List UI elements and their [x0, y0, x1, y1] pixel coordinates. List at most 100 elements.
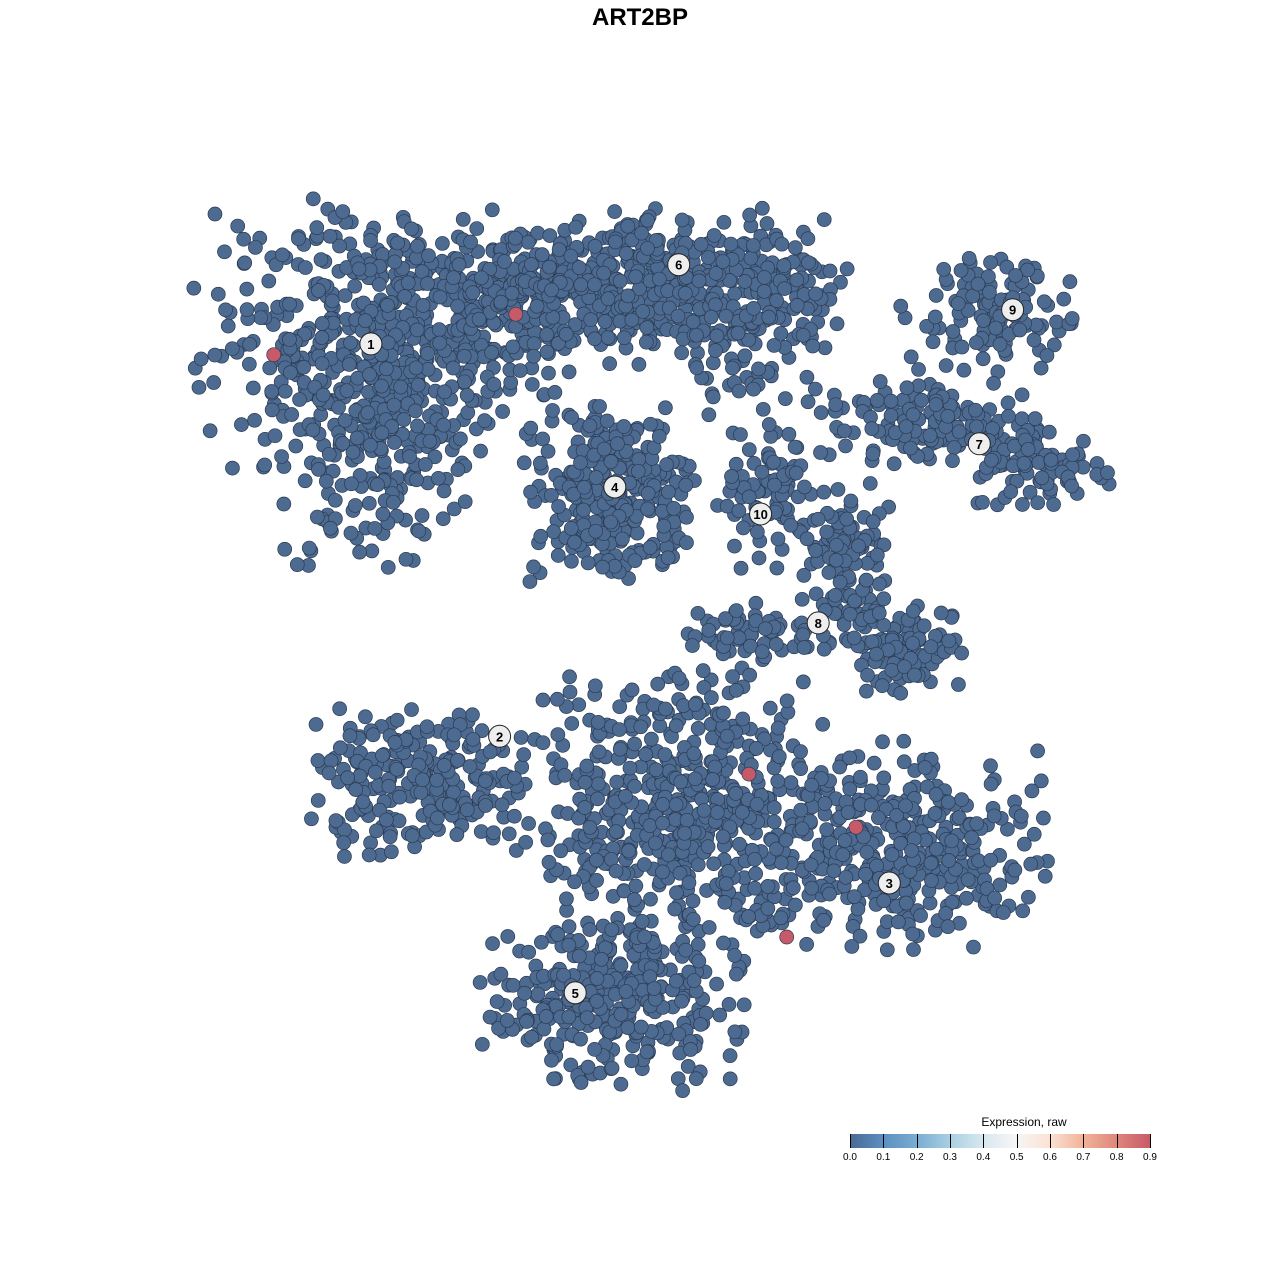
data-point: [805, 338, 821, 354]
data-point: [722, 1071, 738, 1087]
data-point: [310, 793, 326, 808]
data-point: [546, 524, 561, 540]
data-point: [793, 744, 808, 759]
data-point: [685, 893, 701, 909]
data-point: [922, 428, 938, 443]
data-point: [571, 697, 587, 713]
data-point: [690, 857, 706, 873]
data-point: [608, 234, 623, 250]
cluster-label: 1: [359, 332, 383, 356]
data-point: [402, 449, 417, 464]
data-point: [1016, 836, 1032, 852]
data-point: [893, 298, 909, 314]
data-point: [984, 452, 999, 468]
data-point: [640, 486, 656, 501]
data-point: [335, 436, 351, 451]
data-point: [838, 438, 853, 454]
data-point: [905, 635, 921, 651]
data-point: [969, 816, 985, 831]
data-point: [387, 254, 403, 270]
legend-tick: [850, 1134, 851, 1148]
data-point: [277, 541, 293, 557]
data-point: [673, 774, 689, 790]
data-point: [865, 446, 881, 462]
data-point: [389, 761, 405, 777]
data-point: [642, 540, 658, 555]
data-point: [561, 1009, 577, 1025]
data-point: [659, 457, 674, 473]
data-point: [644, 731, 659, 747]
expressed-data-point: [741, 766, 757, 782]
data-point: [608, 824, 624, 839]
data-point: [690, 721, 706, 736]
data-point: [360, 405, 376, 421]
data-point: [352, 544, 367, 560]
data-point: [686, 912, 701, 927]
data-point: [953, 263, 969, 278]
data-point: [485, 936, 500, 951]
data-point: [701, 407, 717, 423]
data-point: [638, 747, 654, 762]
data-point: [816, 484, 832, 500]
data-point: [341, 357, 357, 372]
data-point: [681, 875, 697, 890]
data-point: [731, 503, 747, 519]
data-point: [236, 231, 251, 247]
data-point: [911, 362, 926, 377]
legend-tick: [916, 1134, 918, 1148]
data-point: [1100, 465, 1115, 480]
data-point: [634, 914, 650, 929]
data-point: [850, 901, 866, 917]
data-point: [639, 1044, 655, 1060]
data-point: [583, 312, 599, 327]
data-point: [621, 843, 637, 859]
data-point: [558, 326, 574, 342]
data-point: [267, 428, 283, 444]
data-point: [296, 359, 311, 375]
data-point: [674, 212, 690, 228]
data-point: [718, 876, 734, 892]
data-point: [513, 730, 529, 745]
data-point: [561, 364, 577, 380]
data-point: [241, 356, 257, 372]
data-point: [658, 400, 673, 416]
data-point: [352, 768, 368, 784]
data-point: [596, 441, 612, 457]
data-point: [305, 191, 321, 207]
data-point: [603, 514, 619, 530]
data-point: [666, 500, 682, 516]
data-point: [339, 383, 355, 399]
data-point: [604, 922, 620, 938]
data-point: [826, 863, 842, 879]
data-point: [627, 736, 642, 752]
data-point: [829, 316, 845, 332]
data-point: [589, 873, 604, 888]
data-point: [927, 309, 943, 325]
data-point: [686, 746, 702, 762]
data-point: [755, 401, 771, 417]
legend-tick-label: 0.2: [909, 1152, 924, 1163]
data-point: [576, 502, 591, 518]
data-point: [308, 717, 324, 732]
data-point: [349, 430, 365, 446]
data-point: [779, 693, 795, 709]
data-point: [860, 667, 875, 683]
data-point: [639, 320, 655, 335]
data-point: [637, 857, 652, 872]
data-point: [580, 1059, 596, 1075]
data-point: [928, 288, 944, 303]
data-point: [950, 296, 966, 311]
data-point: [800, 231, 816, 247]
data-point: [906, 942, 921, 957]
data-point: [571, 948, 587, 964]
data-point: [678, 285, 693, 301]
data-point: [391, 813, 407, 829]
data-point: [982, 284, 997, 300]
data-point: [778, 391, 793, 406]
data-point: [969, 419, 984, 435]
data-point: [796, 568, 812, 583]
data-point: [207, 206, 223, 222]
data-point: [769, 560, 785, 576]
data-point: [337, 288, 353, 303]
data-point: [766, 800, 782, 816]
